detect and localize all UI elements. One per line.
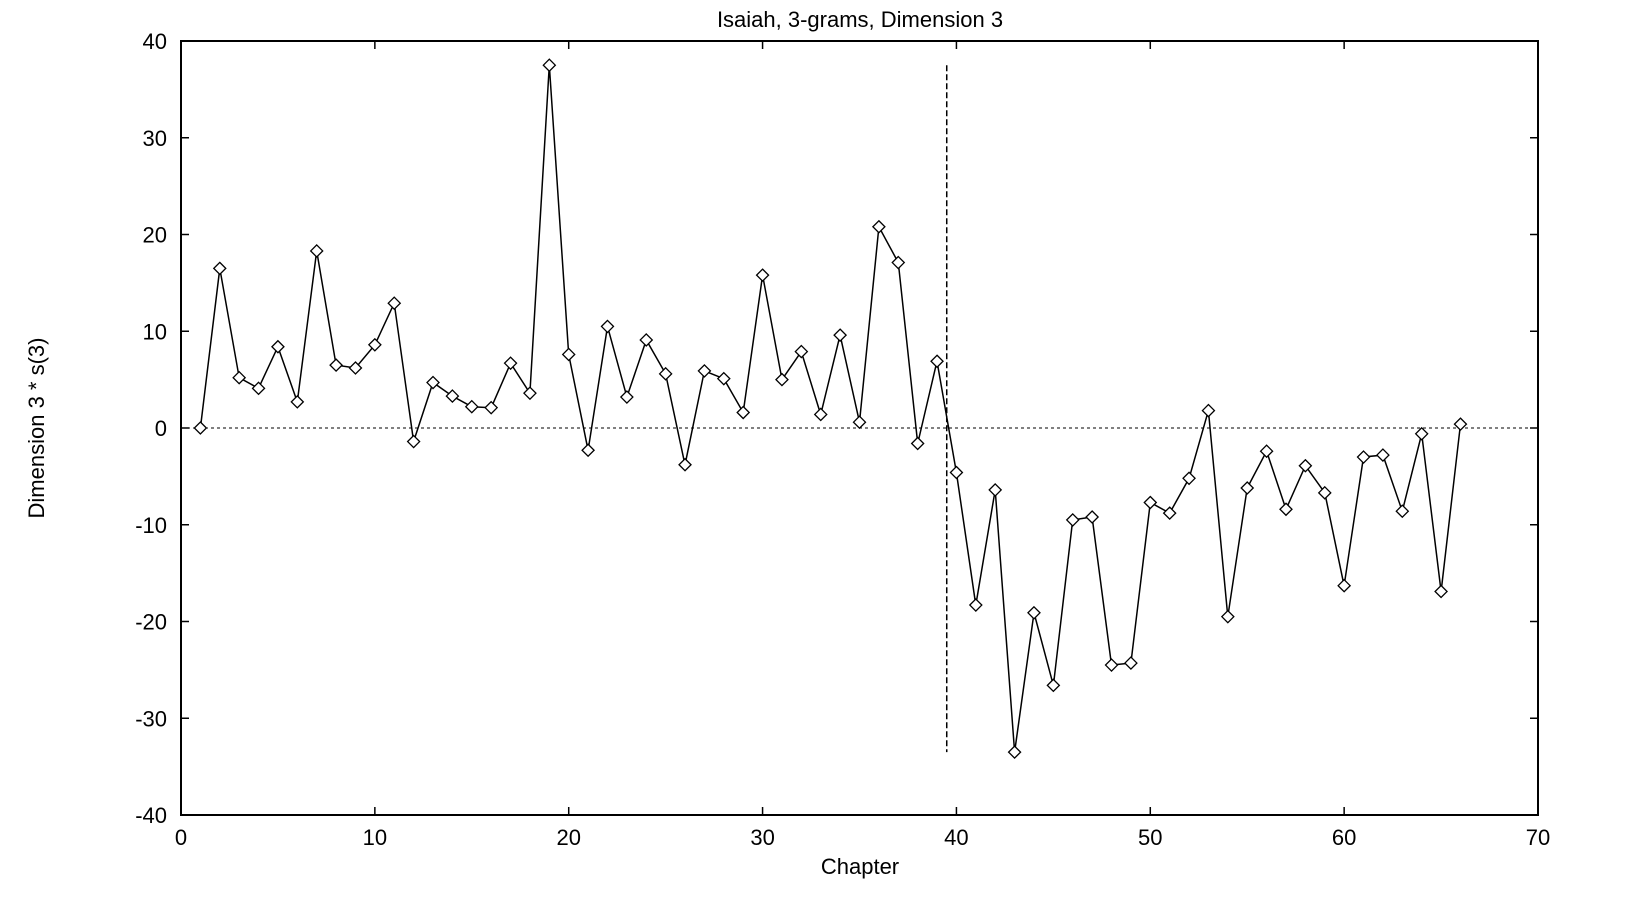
data-point [251,381,266,396]
x-tick-label: 10 [363,825,387,850]
data-point [619,390,634,404]
data-point [775,372,789,387]
x-tick-label: 40 [944,825,968,850]
data-point [464,399,479,414]
y-tick-label: 40 [143,29,167,54]
data-point [852,415,867,430]
data-point [232,370,247,385]
y-tick-label: 30 [143,126,167,151]
data-point [891,255,906,270]
data-point [1085,510,1100,524]
x-tick-label: 50 [1138,825,1162,850]
data-point [639,333,654,347]
data-point [833,328,848,343]
data-point [1279,502,1293,517]
y-tick-label: 10 [143,319,167,344]
data-point [968,598,983,612]
data-point [1104,658,1119,672]
y-tick-label: -40 [135,803,167,828]
series-line [199,65,1462,753]
x-tick-label: 70 [1526,825,1550,850]
data-point [697,363,712,378]
y-axis-label: Dimension 3 * s(3) [24,338,49,519]
x-axis-label: Chapter [821,854,899,879]
data-point [1317,485,1332,500]
data-point [523,386,537,401]
data-point [1162,506,1177,521]
data-point [794,344,809,359]
data-point [1375,448,1390,463]
data-point [1123,656,1138,671]
data-point [1201,403,1216,418]
data-point [1143,495,1158,510]
data-point [1356,450,1371,464]
x-tick-label: 0 [175,825,187,850]
data-point [1240,481,1255,495]
data-point [1220,609,1235,624]
data-point [561,347,576,362]
data-point [716,371,731,386]
data-point [1337,578,1352,593]
data-point [503,356,518,371]
data-point [1453,417,1468,432]
data-point [309,244,324,258]
data-point [271,339,285,354]
data-point [871,219,886,234]
data-point [1007,745,1022,760]
chart-title: Isaiah, 3-grams, Dimension 3 [717,7,1003,32]
data-point [193,421,208,435]
x-tick-label: 30 [750,825,774,850]
data-point [406,434,421,449]
x-tick-label: 60 [1332,825,1356,850]
y-tick-label: -30 [135,706,167,731]
data-point [813,407,828,422]
data-point [988,483,1003,497]
data-point [1065,512,1080,527]
data-point [1414,426,1429,441]
data-point [348,361,363,375]
data-point [658,366,673,381]
data-point [581,443,596,458]
data-point [426,375,440,390]
data-point [736,405,751,420]
y-tick-label: 20 [143,223,167,248]
plot-area: 0 10 20 30 40 50 60 70 40 30 20 10 0 -10 -20 -30 -40 [135,29,1550,850]
data-point [949,465,964,480]
data-point [678,457,692,472]
data-point [542,58,557,73]
data-point [1046,678,1061,693]
y-tick-label: 0 [155,416,167,441]
data-point [1298,458,1313,473]
data-point [1027,605,1041,620]
data-point [930,354,944,369]
data-point [755,268,770,283]
data-point [1434,584,1448,599]
data-point [445,389,460,403]
data-point [1395,504,1410,519]
data-point [910,436,925,451]
y-tick-label: -10 [135,513,167,538]
data-point [212,261,227,276]
x-tick-label: 20 [556,825,580,850]
data-point [484,400,499,415]
data-point [367,337,382,352]
data-point [600,319,615,334]
data-point [329,358,344,373]
data-point [1259,444,1274,459]
data-point [1182,471,1196,486]
y-tick-label: -20 [135,610,167,635]
data-point [387,296,402,311]
data-point [290,394,305,409]
